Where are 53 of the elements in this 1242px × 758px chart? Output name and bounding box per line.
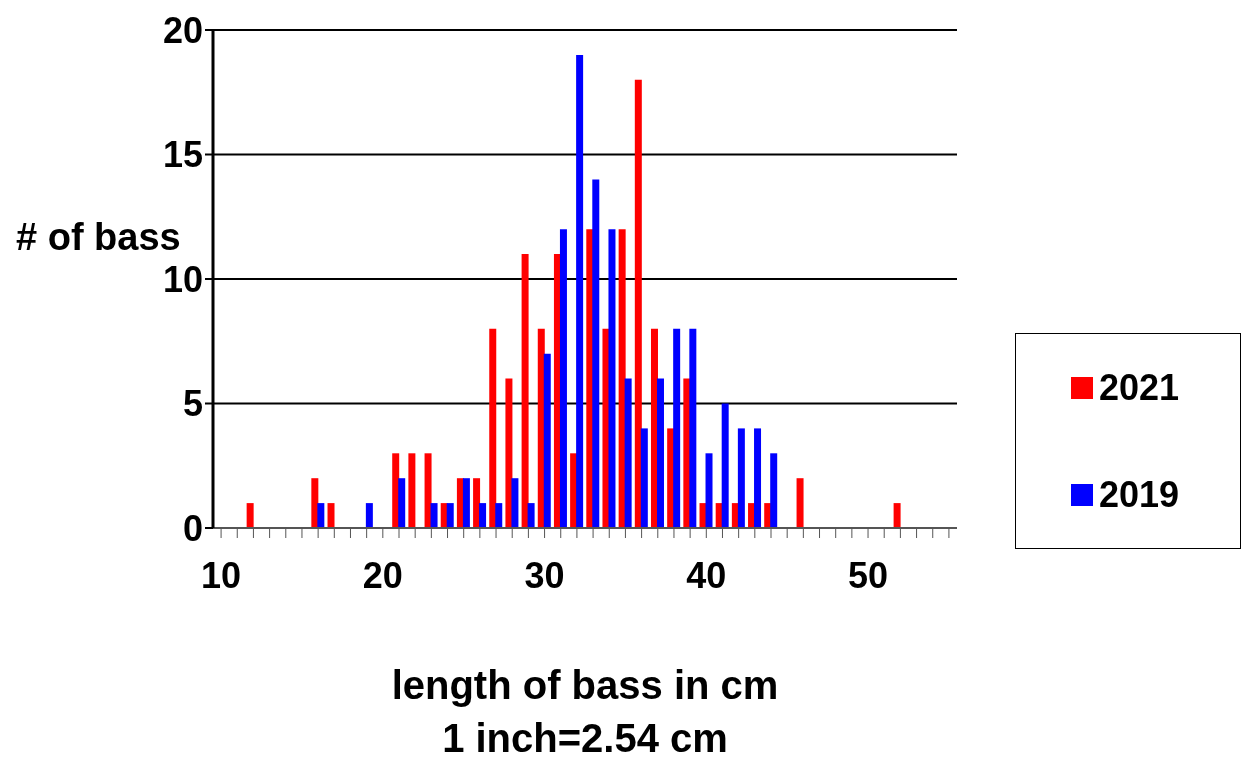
y-tick-label: 0 [182,507,203,549]
bar [398,478,406,528]
bar [365,503,373,528]
bar [770,453,778,528]
x-tick-label: 40 [686,554,727,596]
text: 1 inch=2.54 cm [441,716,729,758]
x-axis-title: length of bass in cm [390,663,780,708]
bar [311,478,319,528]
x-tick-label: 20 [362,554,403,596]
bar [592,179,600,528]
bar [689,328,697,528]
bar [673,328,681,528]
bar [521,254,529,528]
bar [462,478,470,528]
bar [317,503,325,528]
x-tick-label: 30 [524,554,565,596]
legend-label: 2021 [1099,366,1180,409]
bar [511,478,519,528]
bar [392,453,400,528]
bar [893,503,901,528]
bar [624,378,632,528]
bar [656,378,664,528]
bar [640,428,648,528]
bar [424,453,432,528]
bar [721,403,729,528]
bar [495,503,503,528]
bar [327,503,335,528]
bar [479,503,487,528]
bar [543,353,551,528]
bar [705,453,713,528]
bar [737,428,745,528]
bar [618,229,626,528]
bar [608,229,616,528]
bar [754,428,762,528]
bar [527,503,535,528]
bar [446,503,454,528]
bar [559,229,567,528]
bar [473,478,481,528]
bar [576,54,584,528]
bar [246,503,254,528]
y-tick-label: 10 [162,258,203,300]
y-axis-title: # of bass [16,216,181,259]
legend-label: 2019 [1099,473,1180,516]
bar [489,328,497,528]
bar [505,378,513,528]
y-tick-label: 5 [182,383,203,425]
bar [634,79,642,528]
x-tick-label: 50 [848,554,889,596]
bar [408,453,416,528]
y-tick-label: 20 [162,9,203,51]
bar [430,503,438,528]
bar [796,478,804,528]
y-tick-label: 15 [162,134,203,176]
